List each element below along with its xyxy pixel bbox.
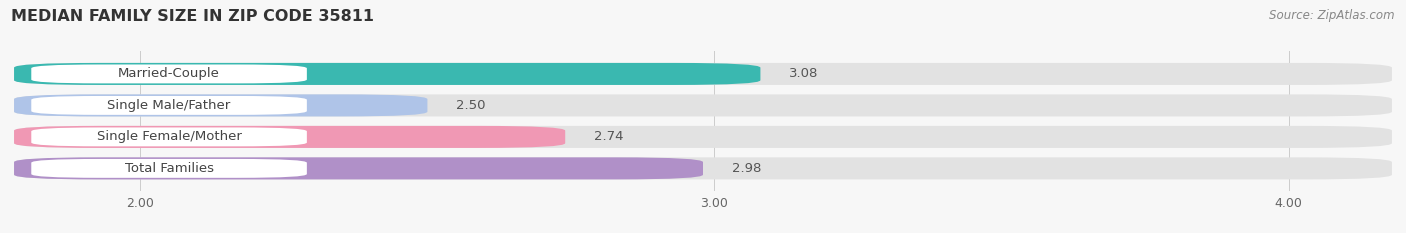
FancyBboxPatch shape bbox=[14, 94, 1392, 116]
Text: Single Female/Mother: Single Female/Mother bbox=[97, 130, 242, 143]
Text: 2.98: 2.98 bbox=[731, 162, 761, 175]
FancyBboxPatch shape bbox=[31, 65, 307, 83]
Text: Married-Couple: Married-Couple bbox=[118, 67, 219, 80]
Text: 2.74: 2.74 bbox=[593, 130, 623, 143]
FancyBboxPatch shape bbox=[14, 63, 1392, 85]
FancyBboxPatch shape bbox=[14, 126, 565, 148]
FancyBboxPatch shape bbox=[14, 157, 703, 179]
FancyBboxPatch shape bbox=[14, 63, 761, 85]
Text: 3.08: 3.08 bbox=[789, 67, 818, 80]
Text: Single Male/Father: Single Male/Father bbox=[107, 99, 231, 112]
Text: Total Families: Total Families bbox=[125, 162, 214, 175]
Text: Source: ZipAtlas.com: Source: ZipAtlas.com bbox=[1270, 9, 1395, 22]
Text: 2.50: 2.50 bbox=[456, 99, 485, 112]
FancyBboxPatch shape bbox=[31, 159, 307, 178]
FancyBboxPatch shape bbox=[14, 126, 1392, 148]
FancyBboxPatch shape bbox=[31, 96, 307, 115]
FancyBboxPatch shape bbox=[31, 127, 307, 146]
FancyBboxPatch shape bbox=[14, 157, 1392, 179]
FancyBboxPatch shape bbox=[14, 94, 427, 116]
Text: MEDIAN FAMILY SIZE IN ZIP CODE 35811: MEDIAN FAMILY SIZE IN ZIP CODE 35811 bbox=[11, 9, 374, 24]
